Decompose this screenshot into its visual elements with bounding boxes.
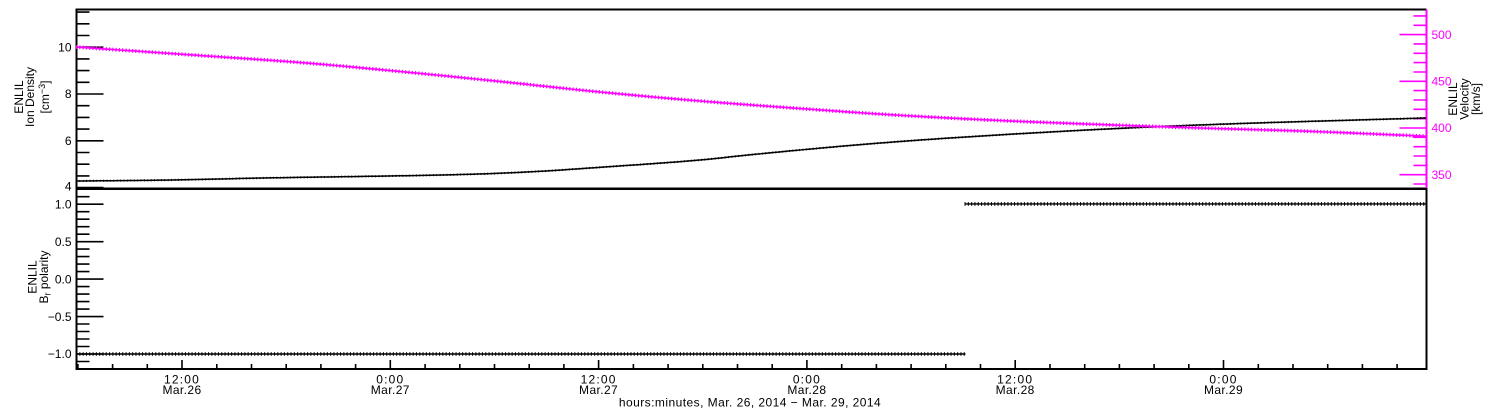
svg-text:12:00: 12:00 bbox=[164, 373, 200, 387]
svg-text:hours:minutes, Mar. 26, 2014 −: hours:minutes, Mar. 26, 2014 − Mar. 29, … bbox=[619, 396, 881, 410]
svg-text:Mar.28: Mar.28 bbox=[787, 383, 826, 397]
svg-text:0:00: 0:00 bbox=[376, 373, 404, 387]
svg-text:450: 450 bbox=[1432, 75, 1452, 89]
svg-text:8: 8 bbox=[65, 87, 72, 101]
svg-text:1.0: 1.0 bbox=[55, 197, 72, 211]
svg-text:4: 4 bbox=[65, 180, 72, 194]
svg-text:ENLIL: ENLIL bbox=[1446, 82, 1460, 116]
svg-text:400: 400 bbox=[1432, 121, 1452, 135]
svg-text:ENLIL: ENLIL bbox=[12, 80, 26, 114]
svg-text:500: 500 bbox=[1432, 28, 1452, 42]
svg-text:Mar.28: Mar.28 bbox=[996, 383, 1035, 397]
svg-text:Velocity: Velocity bbox=[1458, 78, 1472, 119]
svg-text:10: 10 bbox=[58, 40, 72, 54]
svg-text:Mar.29: Mar.29 bbox=[1204, 383, 1243, 397]
svg-text:[km/s]: [km/s] bbox=[1469, 83, 1483, 115]
svg-text:12:00: 12:00 bbox=[581, 373, 617, 387]
svg-text:Br polarity: Br polarity bbox=[37, 250, 53, 303]
svg-text:Mar.27: Mar.27 bbox=[371, 383, 410, 397]
svg-text:ENLIL: ENLIL bbox=[26, 260, 40, 294]
svg-text:6: 6 bbox=[65, 134, 72, 148]
svg-text:0:00: 0:00 bbox=[1209, 373, 1237, 387]
svg-text:0.0: 0.0 bbox=[55, 272, 72, 286]
svg-text:12:00: 12:00 bbox=[997, 373, 1033, 387]
svg-text:Mar.26: Mar.26 bbox=[162, 383, 201, 397]
svg-text:350: 350 bbox=[1432, 168, 1452, 182]
svg-text:−0.5: −0.5 bbox=[48, 310, 72, 324]
svg-text:Mar.27: Mar.27 bbox=[579, 383, 618, 397]
svg-text:0.5: 0.5 bbox=[55, 235, 72, 249]
svg-text:0:00: 0:00 bbox=[793, 373, 821, 387]
svg-text:Ion Density: Ion Density bbox=[23, 67, 37, 127]
svg-text:−1.0: −1.0 bbox=[48, 347, 72, 361]
